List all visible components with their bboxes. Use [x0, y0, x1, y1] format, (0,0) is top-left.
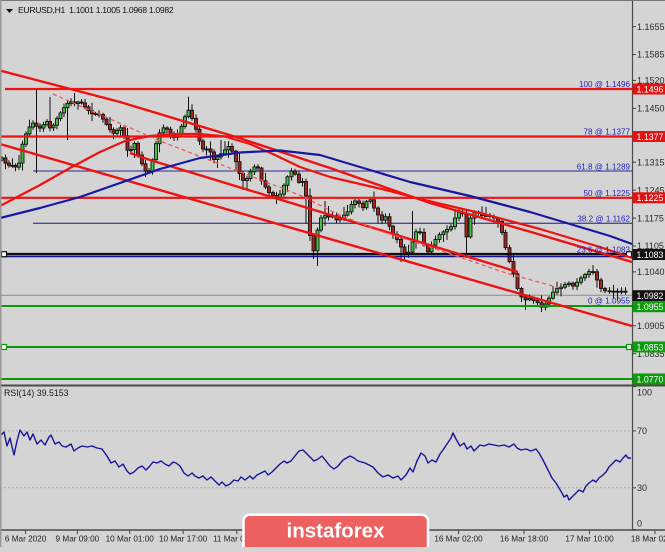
svg-text:10 Mar 17:00: 10 Mar 17:00	[159, 535, 208, 544]
svg-text:9 Mar 09:00: 9 Mar 09:00	[56, 535, 100, 544]
svg-text:instaforex: instaforex	[287, 520, 386, 543]
svg-text:1.1083: 1.1083	[637, 250, 664, 260]
svg-text:38.2 @ 1.1162: 38.2 @ 1.1162	[577, 214, 630, 223]
svg-text:RSI(14) 39.5153: RSI(14) 39.5153	[4, 388, 69, 398]
svg-text:1.1175: 1.1175	[637, 213, 664, 223]
svg-text:10 Mar 01:00: 10 Mar 01:00	[106, 535, 155, 544]
svg-text:30: 30	[637, 483, 647, 493]
svg-text:78 @ 1.1377: 78 @ 1.1377	[584, 128, 631, 137]
svg-text:6 Mar 2020: 6 Mar 2020	[5, 535, 47, 544]
svg-text:1.1315: 1.1315	[637, 157, 665, 167]
svg-text:1.1377: 1.1377	[637, 132, 664, 142]
svg-text:1.1496: 1.1496	[637, 84, 664, 94]
svg-text:16 Mar 02:00: 16 Mar 02:00	[434, 535, 483, 544]
svg-text:1.1655: 1.1655	[637, 22, 665, 32]
svg-text:0: 0	[637, 519, 642, 529]
svg-text:EURUSD,H1 1.1001 1.1005 1.096: EURUSD,H1 1.1001 1.1005 1.0968 1.0982	[18, 5, 174, 15]
svg-text:1.0770: 1.0770	[637, 374, 664, 384]
svg-text:70: 70	[637, 426, 647, 436]
svg-text:17 Mar 10:00: 17 Mar 10:00	[565, 535, 614, 544]
svg-text:1.0982: 1.0982	[637, 291, 664, 301]
svg-text:1.0955: 1.0955	[637, 302, 664, 312]
svg-text:1.1585: 1.1585	[637, 50, 665, 60]
svg-text:1.1225: 1.1225	[637, 193, 664, 203]
svg-text:61.8 @ 1.1289: 61.8 @ 1.1289	[577, 162, 631, 171]
svg-text:50 @ 1.1225: 50 @ 1.1225	[584, 189, 631, 198]
svg-text:18 Mar 02:00: 18 Mar 02:00	[631, 535, 665, 544]
svg-text:1.0905: 1.0905	[637, 321, 665, 331]
svg-text:16 Mar 18:00: 16 Mar 18:00	[500, 535, 549, 544]
svg-text:100: 100	[637, 388, 652, 398]
svg-text:23.6 @ 1.1083: 23.6 @ 1.1083	[577, 246, 631, 255]
svg-text:100 @ 1.1496: 100 @ 1.1496	[579, 80, 630, 89]
svg-text:1.1450: 1.1450	[637, 104, 665, 114]
svg-text:0 @ 1.0955: 0 @ 1.0955	[588, 297, 630, 306]
svg-text:1.0853: 1.0853	[637, 342, 664, 352]
svg-text:1.1040: 1.1040	[637, 267, 665, 277]
